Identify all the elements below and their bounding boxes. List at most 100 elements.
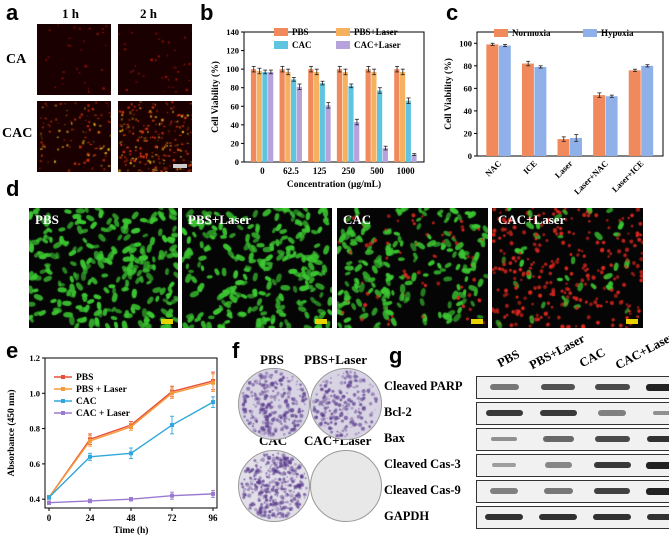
bar [534, 66, 547, 156]
bar [411, 154, 417, 162]
blot-band [485, 409, 523, 417]
blot-column-cac-laser: CAC+Laser [612, 329, 669, 373]
bar [377, 90, 383, 162]
blot-row-label: GAPDH [384, 509, 430, 523]
blot-row-label: Cleaved Cas-9 [384, 483, 461, 497]
y-tick-label: 20 [464, 128, 473, 138]
data-point [211, 400, 215, 405]
blot-band [594, 383, 630, 391]
bar [250, 69, 257, 162]
bar [296, 86, 302, 162]
bar [308, 69, 314, 162]
blot-column-cac: CAC [576, 345, 608, 371]
legend-marker [61, 375, 65, 379]
legend-label: CAC [292, 40, 312, 50]
y-tick-label: 80 [464, 61, 473, 71]
legend-label: Hypoxia [601, 28, 634, 38]
blot-band [594, 435, 630, 443]
y-tick-label: 120 [226, 46, 239, 56]
legend-label: CAC [76, 397, 97, 407]
colony-dish-cac-laser [310, 450, 382, 522]
fluorescence-label-cac: CAC [343, 212, 372, 227]
colony-dish-pbs [238, 368, 310, 440]
micrograph-cac-2h [118, 101, 192, 172]
western-blot: PBS PBS+Laser CAC CAC+Laser Cleaved PARP… [384, 329, 669, 535]
legend-label: PBS [292, 27, 309, 37]
scale-bar [161, 319, 173, 324]
x-tick-label: 48 [127, 513, 137, 523]
panel-a-col-label-2h: 2 h [140, 6, 157, 21]
data-point [47, 495, 51, 500]
blot-band [539, 513, 577, 521]
panel-a-row-label-ca: CA [6, 52, 27, 67]
data-point [170, 423, 174, 428]
x-tick-label: 0 [47, 513, 52, 523]
legend-label: PBS + Laser [76, 385, 128, 395]
blot-band [544, 462, 572, 468]
fluorescence-image-cac: CAC [337, 208, 488, 328]
blot-strip [476, 506, 669, 529]
blot-row-label: Cleaved PARP [384, 379, 463, 393]
y-tick-label: 0.6 [29, 459, 40, 469]
x-tick-label: 72 [168, 513, 178, 523]
blot-band [653, 410, 669, 416]
x-tick-label: ICE [521, 158, 539, 176]
bar [486, 44, 499, 156]
blot-strip [476, 454, 669, 477]
y-tick-label: 40 [464, 106, 473, 116]
blot-column-pbs-laser: PBS+Laser [526, 331, 588, 373]
x-tick-label: 62.5 [283, 166, 299, 176]
blot-band [646, 383, 669, 391]
data-point [88, 438, 92, 443]
micrograph-ca-2h [118, 24, 192, 95]
bar [268, 71, 274, 162]
panel-b-letter: b [200, 0, 214, 25]
legend-label: PBS [76, 373, 93, 383]
data-point [129, 451, 133, 456]
legend-swatch [274, 28, 288, 36]
series-line [48, 380, 214, 498]
blot-band [485, 513, 523, 521]
bar [319, 83, 325, 162]
legend-marker [61, 411, 65, 415]
bar [291, 79, 297, 162]
y-axis-label: Absorbance (450 nm) [6, 389, 17, 476]
legend-marker [61, 399, 65, 403]
blot-band [593, 513, 631, 521]
scale-bar [626, 319, 638, 324]
fluorescence-label-pbs: PBS [35, 212, 59, 227]
y-tick-label: 1.0 [29, 388, 40, 398]
x-tick-label: Laser+ICE [610, 158, 646, 194]
bar [605, 96, 618, 156]
absorbance-time-chart: 0.4 0.6 0.8 1.0 1.2 0 24 48 72 96 PBS PBS + Laser CA… [6, 353, 219, 535]
x-tick-label: 96 [209, 513, 219, 523]
bar [325, 105, 331, 162]
blot-band [646, 461, 669, 469]
legend-marker [61, 387, 65, 391]
data-point [170, 391, 174, 396]
blot-band [492, 462, 516, 468]
y-tick-label: 40 [231, 120, 240, 130]
data-point [129, 424, 133, 429]
cell-viability-concentration-chart: 0 20 40 60 80 100 120 140 0 62.5 125 250 500 1000 Cell… [210, 27, 425, 190]
scale-bar [315, 319, 327, 324]
bar [557, 139, 570, 156]
x-tick-label: NAC [483, 158, 503, 178]
blot-band [491, 436, 517, 442]
legend-swatch [494, 29, 508, 37]
bar [371, 71, 377, 162]
y-tick-label: 0 [468, 151, 472, 161]
bar [628, 70, 641, 156]
panel-g-letter: g [389, 343, 403, 368]
blot-row-label: Bcl-2 [384, 405, 412, 419]
fluorescence-image-pbs-laser: PBS+Laser [182, 208, 332, 328]
plot-frame [44, 357, 218, 509]
bar [365, 69, 371, 162]
y-tick-label: 0 [235, 157, 239, 167]
bar [498, 45, 511, 157]
bar [570, 137, 582, 156]
bar [342, 71, 348, 162]
x-tick-label: 24 [86, 513, 96, 523]
y-tick-label: 100 [459, 38, 472, 48]
